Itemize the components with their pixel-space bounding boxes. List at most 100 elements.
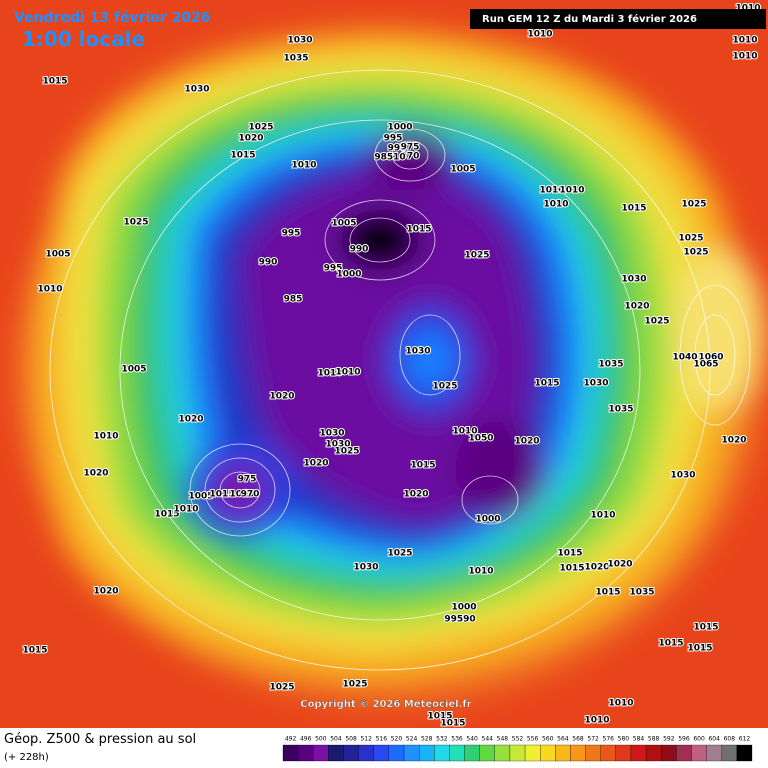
- scale-swatch: [585, 744, 601, 762]
- isobar-label: 1030: [405, 347, 430, 357]
- isobar-label: 1035: [629, 588, 654, 598]
- scale-label: 580: [618, 736, 630, 743]
- isobar-label: 995: [324, 264, 343, 274]
- scale-label: 492: [285, 736, 297, 743]
- isobar-label: 1015: [658, 639, 683, 649]
- isobar-label: 1020: [178, 415, 203, 425]
- isobar-label: 1015: [230, 151, 255, 161]
- scale-swatch: [615, 744, 632, 762]
- date: Vendredi 13 février 2026: [14, 10, 211, 26]
- isobar-label: 1030: [353, 563, 378, 573]
- isobar-label: 975: [401, 143, 420, 153]
- isobar-label: 1025: [123, 218, 148, 228]
- scale-label: 568: [572, 736, 584, 743]
- forecast-lead: (+ 228h): [4, 752, 49, 763]
- isobar-label: 99590: [444, 615, 475, 625]
- isobar-label: 1010: [527, 30, 552, 40]
- scale-swatch: [464, 744, 480, 762]
- isobar-label: 1010: [317, 369, 342, 379]
- scale-label: 508: [345, 736, 357, 743]
- scale-swatch: [509, 744, 526, 762]
- scale-label: 584: [633, 736, 645, 743]
- scale-label: 520: [391, 736, 403, 743]
- scale-swatch: [540, 744, 556, 762]
- scale-swatch: [388, 744, 405, 762]
- isobar-label: 1035: [283, 54, 308, 64]
- isobar-label: 1010: [584, 716, 609, 726]
- scale-swatch: [403, 744, 420, 762]
- isobar-label: 1005: [45, 250, 70, 260]
- isobar-label: 1000: [336, 270, 361, 280]
- isobar-label: 1010: [335, 368, 360, 378]
- isobar-label: 1010: [559, 186, 584, 196]
- isobar-label: 995: [282, 229, 301, 239]
- scale-label: 524: [406, 736, 418, 743]
- isobar-label: 995: [384, 134, 403, 144]
- isobar-label: 1015: [534, 379, 559, 389]
- scale-label: 516: [376, 736, 388, 743]
- isobar-label: 1020: [514, 437, 539, 447]
- isobar-label: 970: [241, 490, 260, 500]
- isobar-label: 1015: [427, 712, 452, 722]
- isobar-label: 1025: [644, 317, 669, 327]
- scale-label: 592: [663, 736, 675, 743]
- isobar-label: 970: [401, 152, 420, 162]
- copyright: Copyright © 2026 Meteociel.fr: [300, 699, 471, 710]
- scale-label: 548: [497, 736, 509, 743]
- scale-swatch: [313, 744, 329, 762]
- isobar-label: 1065: [693, 360, 718, 370]
- scale-swatch: [706, 744, 722, 762]
- scale-swatch: [479, 744, 495, 762]
- run-info: Run GEM 12 Z du Mardi 3 février 2026: [482, 13, 697, 25]
- isobar-label: 1020: [269, 392, 294, 402]
- run-box: [470, 9, 766, 29]
- isobar-label: 1015: [557, 549, 582, 559]
- isobar-label: 1020: [238, 134, 263, 144]
- scale-swatch: [600, 744, 616, 762]
- isobar-label: 1000: [387, 123, 412, 133]
- isobar-label: 1005: [331, 219, 356, 229]
- scale-label: 596: [678, 736, 690, 743]
- scale-swatch: [676, 744, 692, 762]
- scale-label: 512: [360, 736, 372, 743]
- isobar-label: 1020: [624, 302, 649, 312]
- isobar-label: 1015: [687, 644, 712, 654]
- isobar-label: 1015: [559, 564, 584, 574]
- isobar-label: 1025: [681, 200, 706, 210]
- isobar-label: 1025: [683, 248, 708, 258]
- isobar-label: 1030: [621, 275, 646, 285]
- scale-label: 572: [587, 736, 599, 743]
- isobar-label: 1025: [387, 549, 412, 559]
- isobar-label: 1010: [93, 432, 118, 442]
- scale-swatch: [494, 744, 511, 762]
- isobar-label: 1015: [440, 719, 465, 729]
- scale-label: 536: [451, 736, 463, 743]
- isobar-label: 1010: [229, 490, 254, 500]
- isobar-label: 1000: [475, 515, 500, 525]
- scale-swatch: [328, 744, 344, 762]
- scale-swatch: [555, 744, 571, 762]
- isobar-label: 1025: [464, 251, 489, 261]
- scale-label: 608: [724, 736, 736, 743]
- isobar-label: 1015: [693, 623, 718, 633]
- isobar-label: 1005: [188, 492, 213, 502]
- isobar-label: 1025: [248, 123, 273, 133]
- scale-label: 556: [527, 736, 539, 743]
- scale-swatch: [343, 744, 359, 762]
- isobar-label: 1010: [452, 427, 477, 437]
- scale-swatch: [570, 744, 586, 762]
- isobar-label: 1060: [698, 353, 723, 363]
- local-time: 1:00 locale: [22, 27, 145, 51]
- scale-label: 544: [482, 736, 494, 743]
- isobar-label: 1050: [468, 434, 493, 444]
- scale-label: 540: [466, 736, 478, 743]
- isobar-label: 1020: [607, 560, 632, 570]
- isobar-label: 1035: [608, 405, 633, 415]
- scale-swatch: [721, 744, 738, 762]
- isobar-label: 990: [259, 258, 278, 268]
- isobar-label: 1025: [269, 683, 294, 693]
- isobar-label: 1010: [608, 699, 633, 709]
- scale-swatch: [358, 744, 374, 762]
- scale-label: 560: [542, 736, 554, 743]
